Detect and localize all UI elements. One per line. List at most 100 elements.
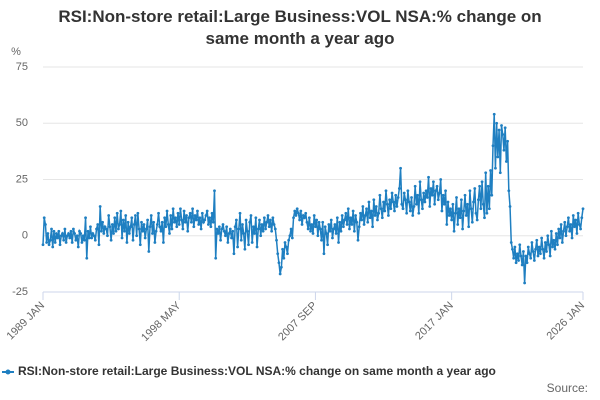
point [449, 207, 452, 211]
source: Source: [547, 381, 588, 395]
point [58, 243, 62, 247]
point [282, 256, 286, 260]
point [322, 252, 326, 256]
point [120, 236, 124, 240]
point [574, 218, 578, 222]
y-tick-label: 0 [22, 230, 28, 242]
point [427, 175, 430, 179]
point [439, 178, 443, 181]
point [579, 227, 582, 231]
point [287, 238, 291, 242]
point [48, 238, 52, 242]
point [500, 124, 503, 127]
point [65, 234, 69, 238]
point [180, 218, 184, 222]
point [434, 189, 438, 193]
point [355, 220, 359, 224]
point [119, 209, 123, 213]
point [310, 223, 314, 226]
point [106, 234, 109, 238]
point [419, 198, 423, 202]
point [286, 252, 289, 256]
point [171, 207, 175, 211]
point [334, 232, 338, 235]
point [172, 220, 176, 224]
point [581, 207, 585, 211]
point [57, 229, 61, 233]
point [256, 227, 260, 231]
point [267, 225, 271, 229]
point [97, 243, 101, 247]
point [485, 211, 489, 215]
point [529, 256, 533, 260]
y-tick-label: 25 [16, 173, 28, 185]
point [570, 236, 574, 240]
point [262, 216, 266, 220]
point [410, 196, 413, 199]
point [468, 189, 472, 193]
point [368, 216, 372, 220]
point [260, 223, 264, 226]
point [271, 216, 275, 220]
point [64, 241, 68, 244]
point [391, 200, 395, 204]
point [498, 171, 502, 175]
point [542, 256, 546, 260]
point [563, 220, 567, 224]
point [369, 209, 373, 213]
point [186, 229, 190, 233]
point [146, 218, 149, 222]
point [241, 223, 244, 226]
point [211, 220, 215, 224]
point [547, 243, 551, 247]
point [535, 238, 539, 242]
point [103, 225, 107, 229]
point [520, 263, 524, 267]
point [401, 207, 405, 211]
point [159, 229, 163, 233]
point [70, 241, 74, 244]
point [90, 236, 94, 240]
point [360, 218, 364, 222]
point [86, 229, 90, 233]
point [577, 223, 581, 226]
point [461, 227, 464, 231]
point [441, 193, 445, 197]
point [82, 238, 86, 242]
point [80, 241, 84, 244]
point [192, 225, 196, 229]
point [408, 209, 412, 213]
point [435, 184, 439, 188]
point [383, 209, 387, 213]
point [121, 218, 125, 222]
point [242, 232, 246, 235]
point [367, 200, 371, 204]
point [224, 234, 227, 238]
point [350, 223, 354, 226]
point [196, 209, 199, 213]
point [228, 227, 232, 231]
point [44, 223, 47, 226]
point [425, 196, 429, 199]
point [67, 232, 70, 235]
point [475, 218, 479, 222]
point [92, 234, 96, 238]
point [562, 229, 565, 233]
point [335, 216, 339, 220]
point [394, 193, 398, 197]
point [575, 232, 579, 235]
point [78, 229, 81, 233]
point [101, 220, 104, 224]
point [232, 252, 236, 256]
point [125, 241, 129, 244]
point [158, 225, 162, 229]
point [281, 247, 284, 251]
point [163, 216, 167, 220]
point [496, 155, 500, 159]
point [243, 247, 247, 251]
point [283, 241, 287, 244]
point [421, 207, 424, 211]
point [321, 220, 325, 224]
point [81, 234, 85, 238]
